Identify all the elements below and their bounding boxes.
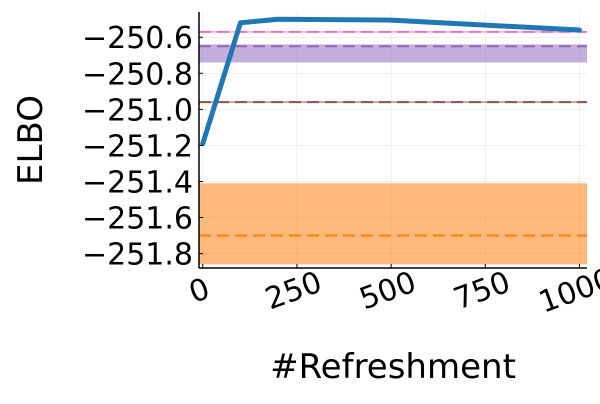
reference-band: [199, 183, 587, 264]
y-tick-label: −250.6: [82, 21, 193, 56]
x-tick-label: 500: [355, 265, 421, 317]
y-tick-label: −251.6: [82, 202, 193, 237]
y-tick-label: −251.0: [82, 93, 193, 128]
y-tick-label: −251.4: [82, 165, 193, 200]
y-tick-label: −251.2: [82, 129, 193, 164]
x-tick-label: 0: [185, 271, 215, 310]
x-axis-title: #Refreshment: [270, 347, 516, 387]
y-axis-title: ELBO: [11, 95, 51, 185]
reference-bands: [199, 31, 587, 264]
y-tick-label: −251.8: [82, 238, 193, 273]
x-tick-label: 1000: [534, 262, 600, 321]
x-tick-label: 250: [261, 265, 327, 317]
x-tick-label: 750: [449, 265, 515, 317]
y-tick-label: −250.8: [82, 57, 193, 92]
